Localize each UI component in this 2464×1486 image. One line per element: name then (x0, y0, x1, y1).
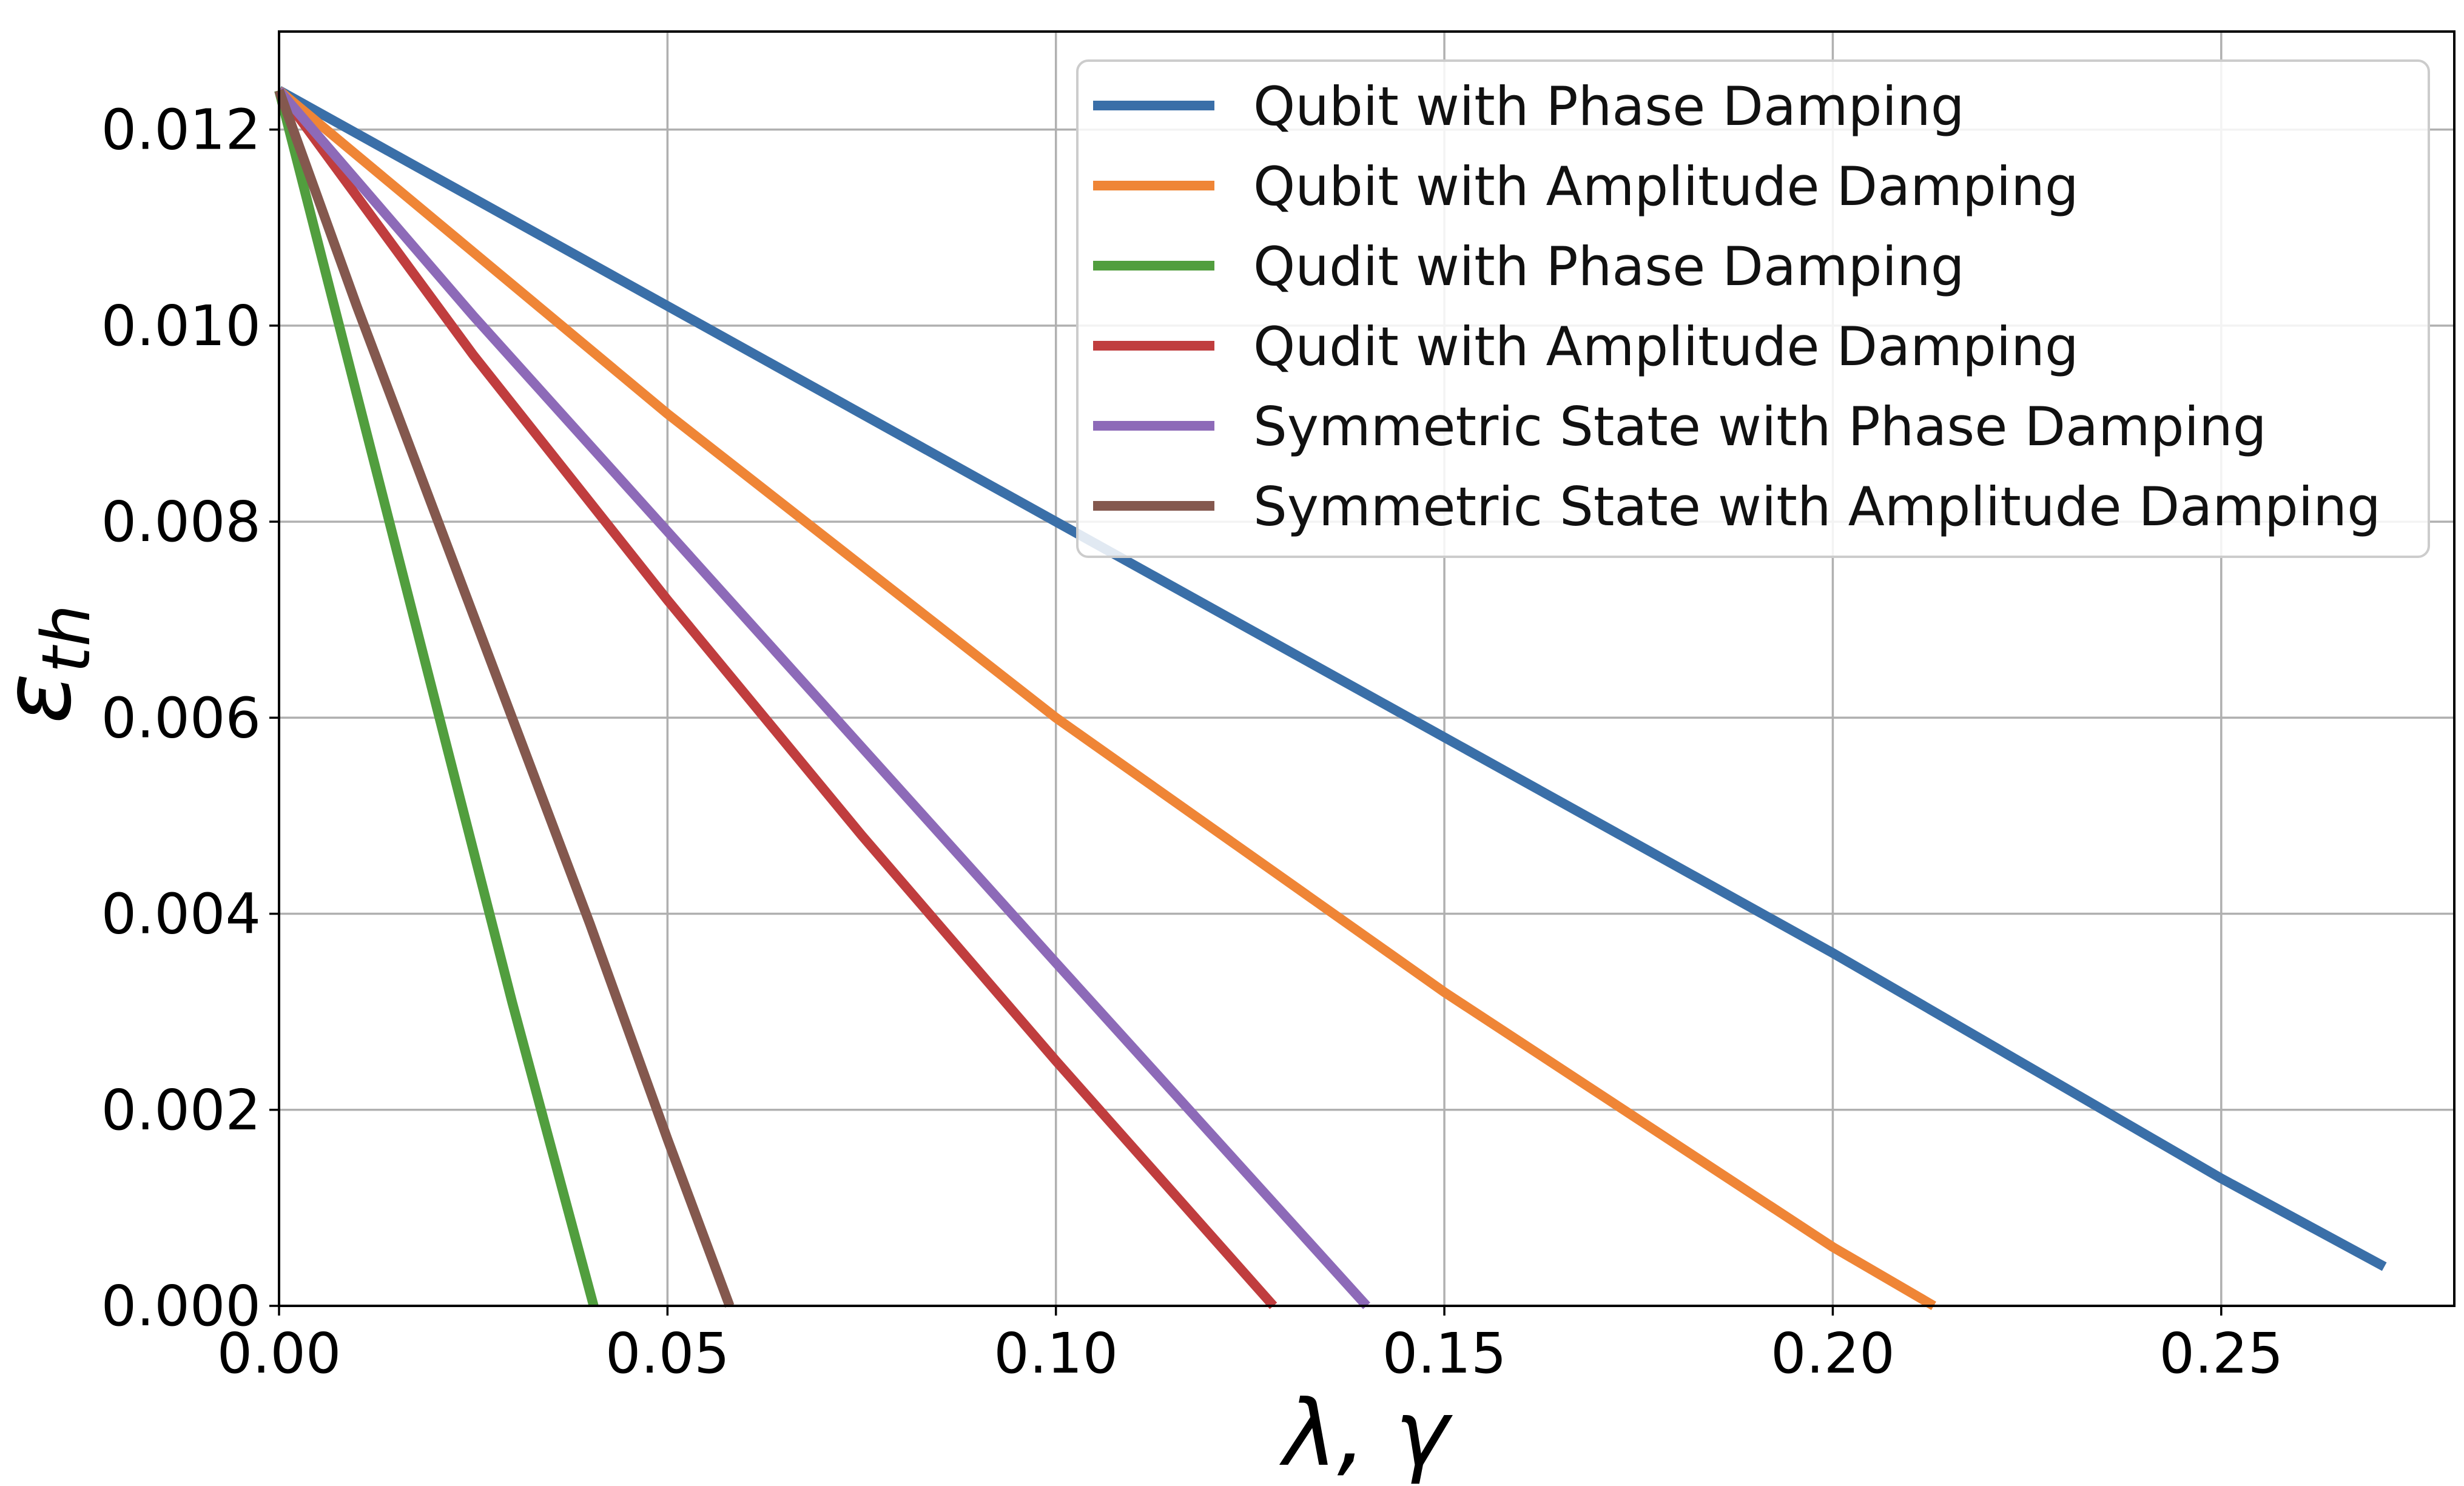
legend-label: Qudit with Amplitude Damping (1253, 315, 2079, 378)
y-axis-label-subscript: th (27, 605, 105, 673)
legend-entries: Qubit with Phase Damping Qubit with Ampli… (1093, 75, 2381, 538)
y-tick-label: 0.004 (101, 882, 261, 947)
y-tick-label: 0.012 (101, 98, 261, 163)
x-tick-label: 0.10 (994, 1321, 1118, 1386)
y-axis-label: εth (0, 605, 105, 724)
x-tick-label: 0.20 (1771, 1321, 1895, 1386)
series-group (274, 86, 2387, 1310)
x-tick-label: 0.00 (217, 1321, 342, 1386)
y-tick-label: 0.008 (101, 489, 261, 554)
legend-label: Qubit with Amplitude Damping (1253, 155, 2079, 218)
series-line (275, 87, 1370, 1309)
series-line (275, 87, 1277, 1309)
x-tick-label: 0.25 (2159, 1321, 2283, 1386)
x-tick-label: 0.05 (605, 1321, 730, 1386)
legend-label: Qudit with Phase Damping (1253, 235, 1965, 298)
y-tick-label: 0.000 (101, 1274, 261, 1339)
series-line (274, 89, 735, 1308)
legend-label: Symmetric State with Phase Damping (1253, 395, 2267, 458)
y-tick-label: 0.002 (101, 1078, 261, 1143)
series-line (274, 89, 599, 1308)
y-tick-label: 0.006 (101, 685, 261, 750)
series-line (275, 86, 1936, 1310)
legend-label: Symmetric State with Amplitude Damping (1253, 476, 2381, 538)
y-tick-label: 0.010 (101, 294, 261, 358)
legend-box (1076, 59, 2430, 558)
x-axis-label: λ, γ (1279, 1381, 1453, 1486)
legend: Qubit with Phase Damping Qubit with Ampli… (1076, 59, 2430, 558)
x-tick-label: 0.15 (1382, 1321, 1507, 1386)
y-axis-label-base: ε (0, 673, 92, 724)
legend-label: Qubit with Phase Damping (1253, 75, 1965, 138)
plot-frame (278, 30, 2456, 1307)
x-ticks: 0.00 0.05 0.10 0.15 0.20 0.25 (217, 1306, 2283, 1386)
y-ticks: 0.000 0.002 0.004 0.006 0.008 0.010 0.012 (101, 98, 279, 1339)
series-line (277, 86, 2387, 1271)
